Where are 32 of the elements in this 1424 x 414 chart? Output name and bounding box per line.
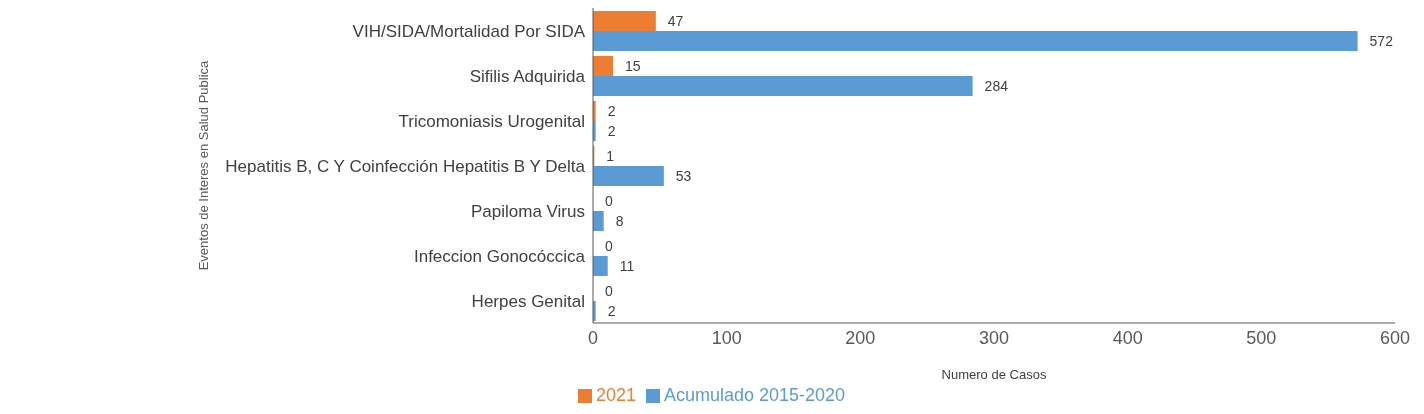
y-tick-label: Hepatitis B, C Y Coinfección Hepatitis B Y Delta [225,156,586,176]
y-tick-label: Sifilis Adquirida [469,66,586,86]
data-label: 53 [675,168,692,184]
y-tick-label: Herpes Genital [471,291,585,311]
x-tick-label: 100 [711,327,742,348]
legend-label: 2021 [595,385,636,405]
x-tick-label: 200 [845,327,876,348]
x-tick-label: 600 [1379,327,1411,348]
data-label: 2 [607,103,616,119]
data-label: 8 [615,213,624,229]
data-label: 15 [625,58,641,74]
data-label: 47 [667,13,684,29]
x-tick-label: 400 [1112,327,1143,348]
x-tick-label: 0 [587,327,599,348]
data-label: 0 [605,283,613,299]
data-label: 11 [619,258,635,274]
y-tick-label: Infeccion Gonocóccica [413,246,586,266]
legend-label: Acumulado 2015-2020 [663,385,846,405]
x-tick-label: 500 [1246,327,1277,348]
data-label: 1 [606,148,615,164]
data-label: 284 [984,78,1009,94]
data-label: 572 [1369,33,1394,49]
x-tick-label: 300 [978,327,1010,348]
y-tick-label: VIH/SIDA/Mortalidad Por SIDA [352,21,586,41]
data-label: 2 [607,303,616,319]
data-label: 0 [605,193,613,209]
x-axis-title: Numero de Casos [941,367,1047,382]
y-tick-label: Papiloma Virus [470,201,585,221]
data-label: 0 [605,238,613,254]
y-axis-title: Eventos de Interes en Salud Publica [195,59,211,271]
y-tick-label: Tricomoniasis Urogenital [398,111,585,131]
data-label: 2 [607,123,616,139]
